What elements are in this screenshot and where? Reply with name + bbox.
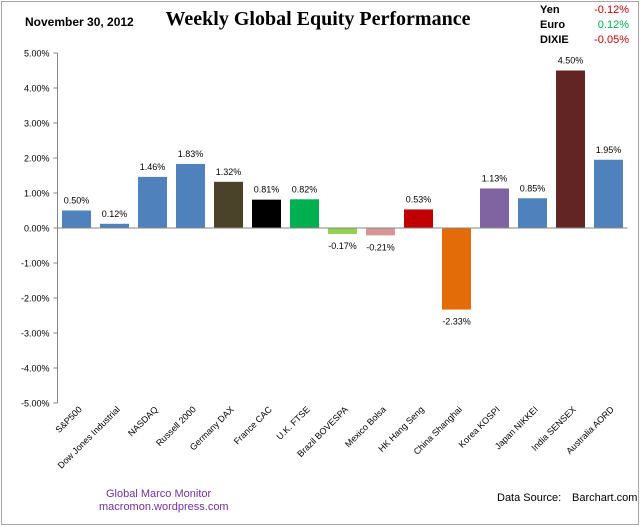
data-label: 0.53% (406, 194, 432, 204)
y-tick-label: 1.00% (24, 189, 50, 199)
bar (62, 210, 91, 228)
bar (252, 199, 281, 228)
y-tick-label: -2.00% (21, 294, 50, 304)
chart-title: Weekly Global Equity Performance (165, 8, 471, 30)
currency-label: Euro (540, 19, 566, 31)
bar (176, 163, 205, 228)
data-label: 0.12% (102, 209, 128, 219)
date-label: November 30, 2012 (25, 15, 134, 29)
data-label: 1.46% (140, 162, 166, 172)
data-label: 0.85% (520, 183, 546, 193)
data-source-value: Barchart.com (572, 492, 638, 504)
data-label: -0.17% (328, 241, 357, 251)
bar (214, 181, 243, 228)
y-tick-label: -3.00% (21, 329, 50, 339)
currency-label: Yen (540, 4, 560, 16)
credit-line1: Global Marco Monitor (106, 488, 212, 500)
y-tick-label: 2.00% (24, 154, 50, 164)
bar (290, 199, 319, 228)
bar (138, 176, 167, 228)
data-label: 0.81% (254, 185, 280, 195)
bar (404, 209, 433, 228)
data-label: 1.13% (482, 173, 508, 183)
x-tick-label: U.K. FTSE (274, 404, 311, 441)
bar (366, 228, 395, 236)
data-label: 1.32% (216, 167, 242, 177)
bar (442, 228, 471, 310)
y-tick-label: 0.00% (24, 224, 50, 234)
y-tick-label: -1.00% (21, 259, 50, 269)
y-tick-label: 3.00% (24, 119, 50, 129)
x-tick-label: S&P500 (53, 404, 83, 434)
y-tick-label: 5.00% (24, 49, 50, 59)
bar (556, 70, 585, 228)
bar (480, 188, 509, 228)
data-label: -2.33% (442, 317, 471, 327)
x-tick-label: France CAC (232, 404, 274, 446)
data-label: -0.21% (366, 242, 395, 252)
currency-value: 0.12% (597, 19, 629, 31)
data-label: 1.95% (596, 145, 622, 155)
bar (100, 223, 129, 228)
currency-value: -0.12% (594, 4, 629, 16)
data-label: 0.82% (292, 184, 318, 194)
data-label: 1.83% (178, 149, 204, 159)
data-label: 4.50% (558, 56, 584, 66)
y-tick-label: 4.00% (24, 84, 50, 94)
data-label: 0.50% (64, 196, 90, 206)
bar (518, 198, 547, 228)
data-source-label: Data Source: (497, 492, 562, 504)
credit-line2: macromon.wordpress.com (99, 501, 229, 513)
y-tick-label: -4.00% (21, 364, 50, 374)
bar (594, 159, 623, 228)
x-tick-label: NASDAQ (126, 404, 160, 438)
currency-label: DIXIE (540, 34, 569, 46)
y-tick-label: -5.00% (21, 399, 50, 409)
bar (328, 228, 357, 234)
currency-value: -0.05% (594, 34, 629, 46)
